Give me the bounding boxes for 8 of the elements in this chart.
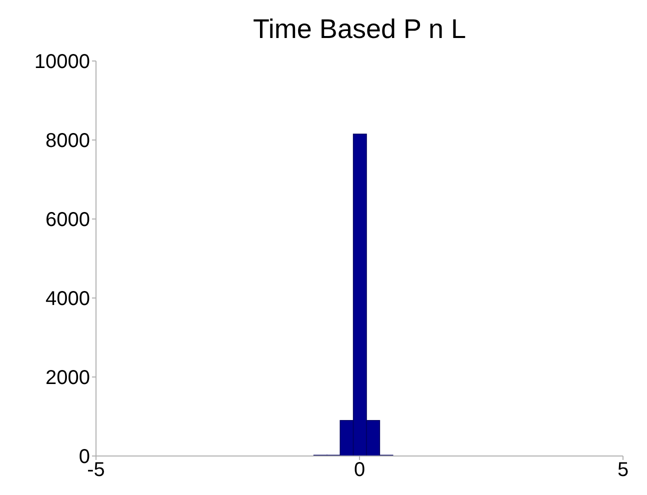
y-tick-label: 2000 xyxy=(46,367,90,390)
y-tick-label: 4000 xyxy=(46,288,90,310)
y-tick-label: 8000 xyxy=(46,130,90,152)
x-tick-label: 5 xyxy=(617,459,629,482)
chart-title: Time Based P n L xyxy=(252,14,468,45)
y-tick-label: 10000 xyxy=(34,51,90,74)
y-tick-label: 6000 xyxy=(46,209,90,232)
x-tick-label: 0 xyxy=(354,459,366,482)
